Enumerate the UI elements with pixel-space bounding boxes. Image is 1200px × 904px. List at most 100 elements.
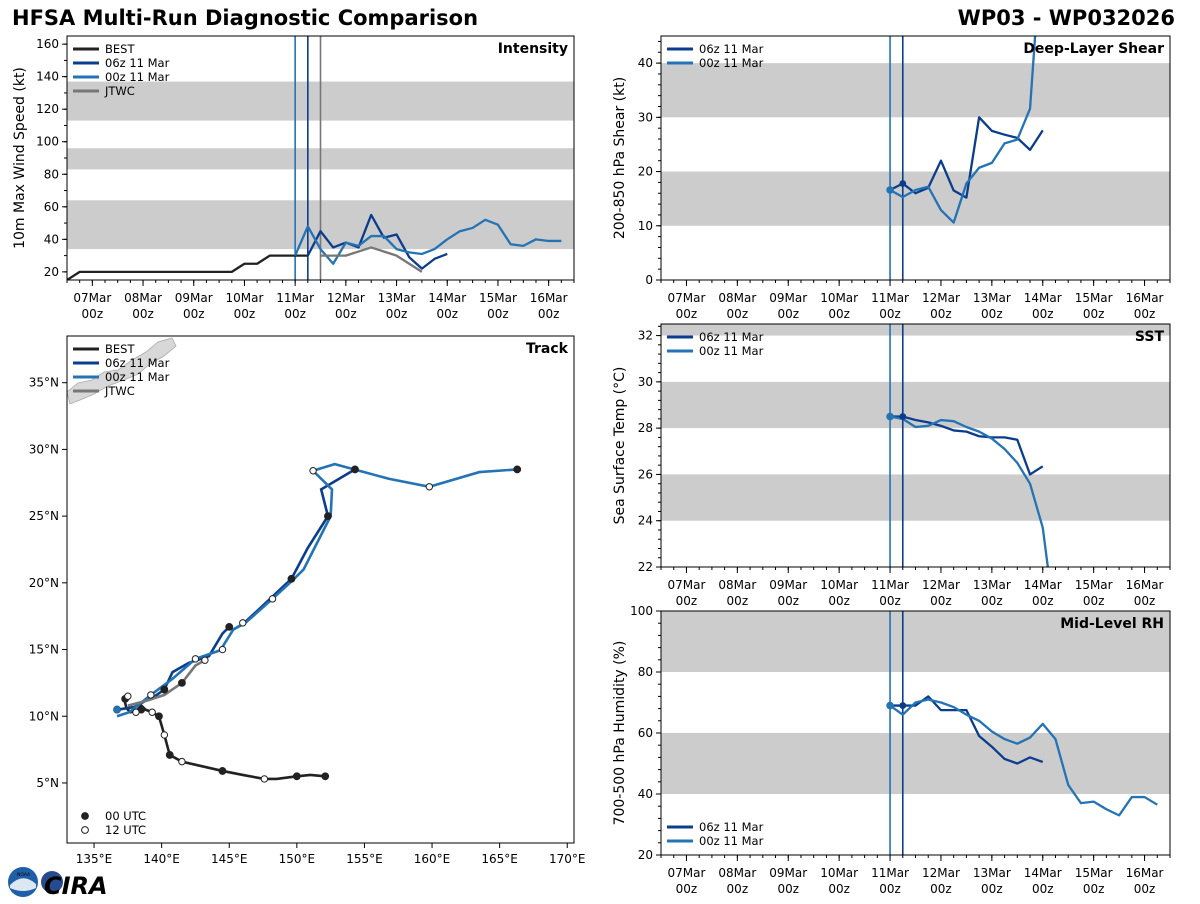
track-frame bbox=[66, 335, 575, 844]
shear-xtick-date-label: 07Mar bbox=[667, 291, 705, 305]
intensity-series-jtwc bbox=[320, 246, 423, 273]
rh-xtick-hour-label: 00z bbox=[930, 882, 952, 896]
shear-xtick-date-label: 10Mar bbox=[820, 291, 858, 305]
sst-xtick-date-label: 15Mar bbox=[1075, 578, 1113, 592]
rh-legend-label-00z-11-mar: 00z 11 Mar bbox=[699, 834, 764, 848]
sst-series-06z-11-mar bbox=[890, 415, 1044, 476]
intensity-xtick-date-label: 12Mar bbox=[327, 291, 365, 305]
sst-xtick-hour-label: 00z bbox=[727, 594, 749, 608]
noaa-emblem-text: NOAA bbox=[17, 872, 31, 878]
intensity-xtick-date-label: 10Mar bbox=[225, 291, 263, 305]
rh-panel-title: Mid-Level RH bbox=[1060, 616, 1164, 632]
rh-xtick-date-label: 12Mar bbox=[922, 866, 960, 880]
track-marker-12utc-00z-11-mar bbox=[425, 483, 434, 491]
shear-legend-label-00z-11-mar: 00z 11 Mar bbox=[699, 56, 764, 70]
track-marker-legend-label: 00 UTC bbox=[105, 809, 146, 823]
track-plot-area bbox=[67, 336, 574, 843]
track-marker-legend-symbol bbox=[81, 812, 89, 820]
intensity-xtick-hour-label: 00z bbox=[436, 307, 458, 321]
track-marker-00utc-best bbox=[155, 712, 163, 721]
rh-xtick-date-label: 13Mar bbox=[973, 866, 1011, 880]
shear-xtick-date-label: 12Mar bbox=[922, 291, 960, 305]
intensity-series-06z-11-mar bbox=[306, 213, 448, 270]
track-marker-legend-label: 12 UTC bbox=[105, 823, 146, 837]
track-marker-12utc-00z-11-mar bbox=[309, 467, 317, 475]
intensity-xtick-hour-label: 00z bbox=[132, 307, 154, 321]
track-ytick-label: 15°N bbox=[29, 643, 59, 657]
shear-xtick-hour-label: 00z bbox=[1032, 307, 1054, 321]
intensity-ytick-label: 20 bbox=[44, 265, 59, 279]
track-start-marker bbox=[113, 705, 121, 714]
shear-xtick-hour-label: 00z bbox=[981, 307, 1003, 321]
sst-xtick-hour-label: 00z bbox=[879, 594, 901, 608]
sst-band-2 bbox=[661, 324, 1170, 336]
shear-xtick-date-label: 11Mar bbox=[871, 291, 909, 305]
track-marker-12utc-00z-11-mar bbox=[268, 595, 277, 603]
intensity-panel: 20 40 60 80 100 120 140 160 07Mar 00z 08Mar 00z 09Ma… bbox=[12, 35, 575, 321]
intensity-ytick-label: 120 bbox=[36, 102, 59, 116]
track-marker-12utc-best bbox=[260, 775, 269, 783]
track-ytick-label: 30°N bbox=[29, 442, 59, 456]
sst-xtick-hour-label: 00z bbox=[981, 594, 1003, 608]
track-marker-00utc-jtwc bbox=[178, 678, 186, 687]
track-line-00z-11-mar bbox=[116, 462, 518, 718]
intensity-xtick-date-label: 13Mar bbox=[378, 291, 416, 305]
cira-logo-text: CIRA bbox=[44, 872, 108, 900]
shear-xtick-hour-label: 00z bbox=[930, 307, 952, 321]
sst-panel: 22 24 26 28 30 32 07Mar 00z 08Mar 00z 09Mar 00z 10Ma… bbox=[612, 323, 1171, 608]
track-xtick-label: 145°E bbox=[211, 852, 248, 866]
sst-ytick-label: 24 bbox=[638, 514, 653, 528]
sst-ytick-label: 32 bbox=[638, 329, 653, 343]
intensity-ytick-label: 80 bbox=[44, 167, 59, 181]
cira-globe-icon bbox=[41, 871, 63, 893]
track-marker-00utc-best bbox=[218, 767, 227, 775]
sst-xtick-hour-label: 00z bbox=[1083, 594, 1105, 608]
sst-plot-content bbox=[661, 324, 1170, 567]
sst-ytick-label: 22 bbox=[638, 560, 653, 574]
rh-xtick-date-label: 07Mar bbox=[667, 866, 705, 880]
sst-xtick-hour-label: 00z bbox=[777, 594, 799, 608]
track-marker-12utc-jtwc bbox=[201, 656, 209, 664]
sst-legend-label-00z-11-mar: 00z 11 Mar bbox=[699, 344, 764, 358]
intensity-xtick-date-label: 09Mar bbox=[175, 291, 213, 305]
sst-ytick-label: 28 bbox=[638, 421, 653, 435]
shear-ytick-label: 30 bbox=[638, 110, 653, 124]
shear-ytick-label: 40 bbox=[638, 56, 653, 70]
sst-xtick-date-label: 09Mar bbox=[769, 578, 807, 592]
rh-xtick-date-label: 08Mar bbox=[718, 866, 756, 880]
shear-xtick-date-label: 08Mar bbox=[718, 291, 756, 305]
sst-xtick-date-label: 07Mar bbox=[667, 578, 705, 592]
track-ytick-label: 5°N bbox=[36, 776, 59, 790]
rh-ytick-label: 20 bbox=[638, 848, 653, 862]
rh-ytick-label: 80 bbox=[638, 665, 653, 679]
intensity-legend-label-00z-11-mar: 00z 11 Mar bbox=[105, 70, 170, 84]
intensity-xtick-hour-label: 00z bbox=[538, 307, 560, 321]
rh-xtick-hour-label: 00z bbox=[1083, 882, 1105, 896]
sst-band-0 bbox=[661, 474, 1170, 521]
sst-init-point-06z bbox=[899, 413, 907, 420]
intensity-xtick-hour-label: 00z bbox=[284, 307, 306, 321]
rh-xtick-hour-label: 00z bbox=[1134, 882, 1156, 896]
intensity-ytick-label: 60 bbox=[44, 200, 59, 214]
figure-title: HFSA Multi-Run Diagnostic Comparison bbox=[12, 6, 479, 30]
sst-xtick-date-label: 14Mar bbox=[1024, 578, 1062, 592]
sst-legend-label-06z-11-mar: 06z 11 Mar bbox=[699, 330, 764, 344]
rh-xtick-date-label: 09Mar bbox=[769, 866, 807, 880]
logo-graphic: NOAA CIRA bbox=[8, 867, 108, 900]
track-marker-00utc-06z-11-mar bbox=[351, 465, 359, 474]
track-ytick-label: 35°N bbox=[29, 376, 59, 390]
rh-xtick-hour-label: 00z bbox=[777, 882, 799, 896]
intensity-ylabel: 10m Max Wind Speed (kt) bbox=[12, 67, 28, 249]
intensity-plot-content bbox=[67, 36, 574, 280]
track-xtick-label: 150°E bbox=[279, 852, 316, 866]
rh-legend-label-06z-11-mar: 06z 11 Mar bbox=[699, 820, 764, 834]
shear-init-point-00z bbox=[886, 186, 894, 194]
track-marker-00utc-best bbox=[165, 751, 174, 759]
noaa-cira-logo: NOAA CIRA bbox=[4, 866, 116, 900]
shear-xtick-date-label: 09Mar bbox=[769, 291, 807, 305]
shear-ytick-label: 0 bbox=[645, 273, 653, 287]
rh-plot-content bbox=[661, 611, 1170, 855]
intensity-xtick-date-label: 11Mar bbox=[276, 291, 314, 305]
intensity-legend-label-06z-11-mar: 06z 11 Mar bbox=[105, 56, 170, 70]
track-marker-00utc-00z-11-mar bbox=[513, 465, 522, 474]
